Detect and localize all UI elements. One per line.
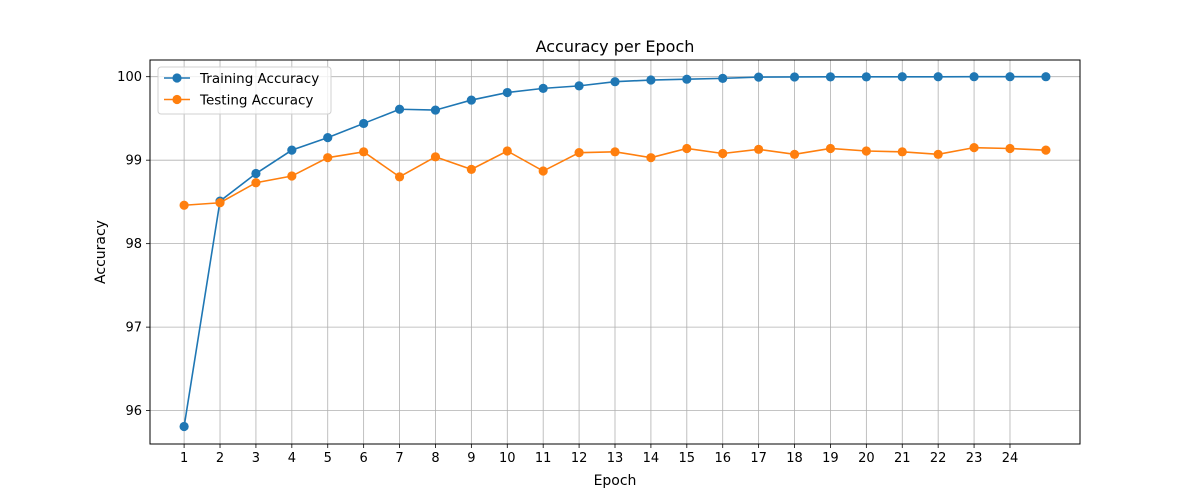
data-point <box>826 144 835 153</box>
data-point <box>395 105 404 114</box>
x-tick-label: 6 <box>360 451 368 466</box>
data-point <box>323 133 332 142</box>
legend-label: Training Accuracy <box>199 71 319 87</box>
x-tick-label: 11 <box>535 451 552 466</box>
data-point <box>467 165 476 174</box>
data-point <box>215 198 224 207</box>
data-point <box>431 105 440 114</box>
data-point <box>610 77 619 86</box>
data-point <box>862 72 871 81</box>
x-tick-label: 1 <box>180 451 188 466</box>
x-tick-label: 10 <box>499 451 516 466</box>
y-tick-label: 97 <box>125 321 142 336</box>
legend-marker <box>172 73 181 82</box>
data-point <box>574 81 583 90</box>
x-tick-label: 18 <box>786 451 803 466</box>
x-tick-label: 3 <box>252 451 260 466</box>
y-tick-label: 99 <box>125 154 142 169</box>
x-axis-label: Epoch <box>594 473 637 489</box>
y-axis-label: Accuracy <box>93 220 109 284</box>
data-point <box>754 73 763 82</box>
data-point <box>539 166 548 175</box>
data-point <box>539 84 548 93</box>
data-point <box>610 147 619 156</box>
legend-label: Testing Accuracy <box>199 93 313 109</box>
data-point <box>862 146 871 155</box>
data-point <box>969 143 978 152</box>
data-point <box>251 169 260 178</box>
legend-marker <box>172 95 181 104</box>
data-point <box>395 172 404 181</box>
data-point <box>287 171 296 180</box>
data-point <box>1041 72 1050 81</box>
x-tick-label: 19 <box>822 451 839 466</box>
data-point <box>503 146 512 155</box>
x-tick-label: 16 <box>714 451 731 466</box>
data-point <box>503 88 512 97</box>
data-point <box>646 153 655 162</box>
data-point <box>826 72 835 81</box>
data-point <box>646 75 655 84</box>
x-tick-label: 9 <box>467 451 475 466</box>
data-point <box>790 72 799 81</box>
legend: Training Accuracy Testing Accuracy <box>158 67 331 114</box>
x-tick-label: 21 <box>894 451 911 466</box>
data-point <box>323 153 332 162</box>
data-point <box>574 148 583 157</box>
data-point <box>682 144 691 153</box>
data-point <box>934 72 943 81</box>
x-tick-label: 22 <box>930 451 947 466</box>
data-point <box>898 147 907 156</box>
data-point <box>359 147 368 156</box>
data-point <box>682 75 691 84</box>
x-tick-label: 12 <box>571 451 588 466</box>
data-point <box>1005 72 1014 81</box>
x-tick-label: 4 <box>288 451 296 466</box>
data-point <box>180 422 189 431</box>
x-tick-label: 15 <box>679 451 696 466</box>
x-tick-label: 20 <box>858 451 875 466</box>
data-point <box>431 152 440 161</box>
chart-title: Accuracy per Epoch <box>536 37 695 56</box>
x-axis-ticks: 1 2 3 4 5 6 7 8 9 10 11 12 13 14 15 16 17 18 19 20 21 22 23 24 <box>180 444 1018 466</box>
x-tick-label: 8 <box>431 451 439 466</box>
x-tick-label: 5 <box>324 451 332 466</box>
data-point <box>180 201 189 210</box>
data-point <box>251 178 260 187</box>
y-axis-ticks: 96 97 98 99 100 <box>117 70 150 419</box>
y-tick-label: 96 <box>125 404 142 419</box>
data-point <box>718 149 727 158</box>
x-tick-label: 24 <box>1002 451 1019 466</box>
data-point <box>898 72 907 81</box>
y-tick-label: 98 <box>125 237 142 252</box>
data-point <box>969 72 978 81</box>
data-point <box>718 74 727 83</box>
y-tick-label: 100 <box>117 70 142 85</box>
data-point <box>359 119 368 128</box>
x-tick-label: 17 <box>750 451 767 466</box>
data-point <box>1005 144 1014 153</box>
data-point <box>1041 146 1050 155</box>
x-tick-label: 14 <box>643 451 660 466</box>
x-tick-label: 13 <box>607 451 624 466</box>
data-point <box>790 150 799 159</box>
x-tick-label: 7 <box>395 451 403 466</box>
data-point <box>467 95 476 104</box>
data-point <box>287 146 296 155</box>
data-point <box>754 145 763 154</box>
grid <box>150 60 1080 444</box>
data-point <box>934 150 943 159</box>
x-tick-label: 2 <box>216 451 224 466</box>
x-tick-label: 23 <box>966 451 983 466</box>
